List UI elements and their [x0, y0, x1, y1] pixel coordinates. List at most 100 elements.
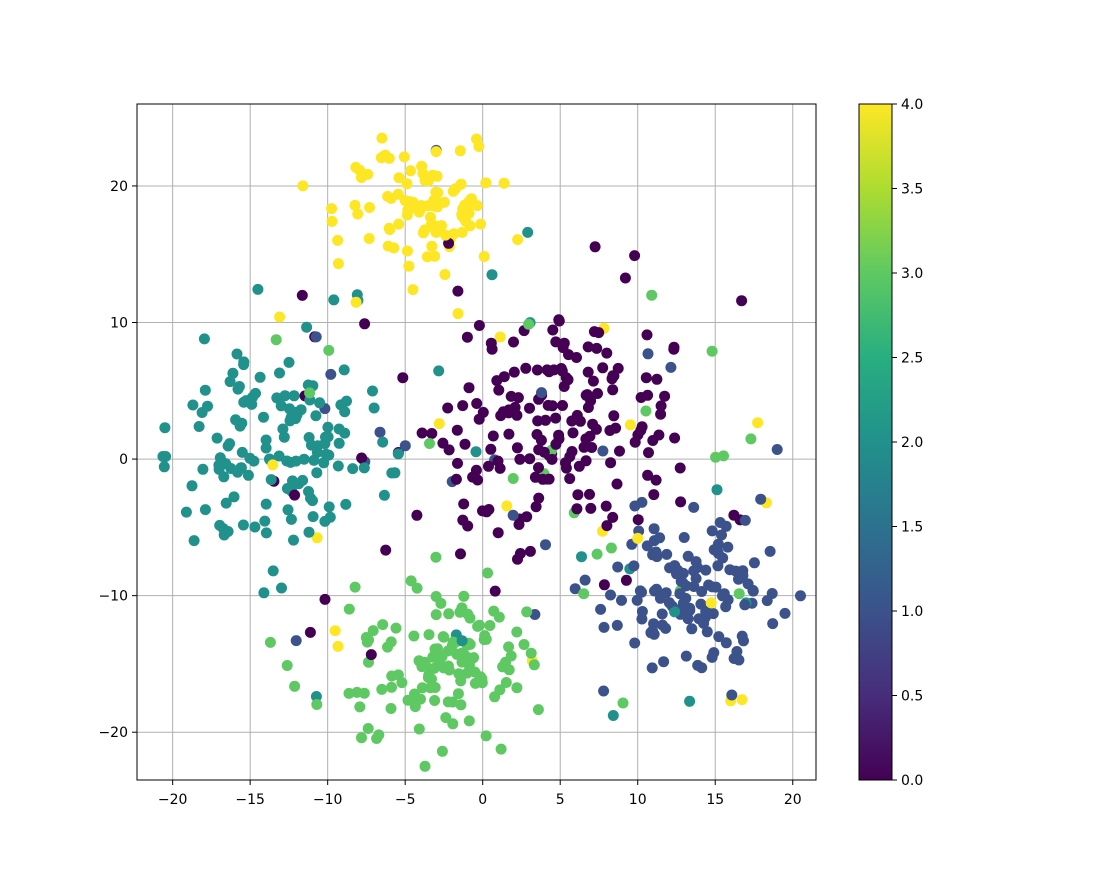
- scatter-point: [530, 501, 542, 513]
- scatter-point: [304, 626, 316, 638]
- scatter-point: [158, 461, 170, 473]
- scatter-point: [646, 662, 658, 674]
- scatter-point: [619, 272, 631, 284]
- scatter-point: [470, 464, 482, 476]
- scatter-point: [655, 400, 667, 412]
- scatter-point: [354, 701, 366, 713]
- scatter-point: [501, 500, 513, 512]
- scatter-point: [304, 387, 316, 399]
- scatter-point: [677, 597, 689, 609]
- scatter-point: [605, 542, 617, 554]
- scatter-point: [712, 560, 724, 572]
- scatter-point: [438, 196, 450, 208]
- scatter-point: [432, 643, 443, 655]
- scatter-point: [455, 675, 467, 687]
- scatter-point: [359, 318, 371, 330]
- scatter-point: [764, 545, 776, 557]
- scatter-point: [401, 178, 413, 190]
- scatter-point: [332, 460, 344, 472]
- scatter-point: [403, 260, 415, 272]
- scatter-point: [411, 509, 423, 521]
- scatter-point: [505, 390, 517, 402]
- scatter-point: [248, 455, 260, 467]
- scatter-point: [407, 284, 419, 296]
- scatter-point: [580, 433, 592, 445]
- colorbar-tick-label: 2.0: [901, 435, 923, 451]
- scatter-point: [274, 367, 285, 379]
- scatter-point: [399, 440, 411, 452]
- scatter-point: [252, 283, 264, 295]
- scatter-point: [706, 345, 718, 357]
- scatter-point: [440, 229, 451, 241]
- scatter-point: [665, 361, 677, 373]
- colorbar-tick-label: 1.0: [901, 604, 923, 620]
- scatter-point: [755, 493, 767, 505]
- scatter-point: [537, 473, 549, 485]
- scatter-point: [656, 608, 668, 620]
- colorbar-tick-label: 4.0: [901, 97, 923, 113]
- scatter-point: [654, 532, 666, 544]
- scatter-point: [197, 463, 209, 475]
- scatter-point: [720, 520, 732, 532]
- scatter-point: [451, 424, 463, 436]
- scatter-point: [661, 548, 673, 560]
- scatter-point: [542, 399, 554, 411]
- scatter-point: [270, 334, 282, 346]
- scatter-point: [332, 258, 344, 270]
- scatter-point: [242, 469, 254, 481]
- scatter-point: [459, 438, 471, 450]
- scatter-point: [761, 595, 773, 607]
- scatter-point: [710, 581, 722, 593]
- scatter-point: [463, 715, 475, 727]
- scatter-point: [383, 152, 395, 164]
- scatter-point: [491, 375, 503, 387]
- scatter-point: [486, 269, 498, 281]
- scatter-point: [376, 132, 388, 144]
- scatter-point: [423, 669, 435, 681]
- scatter-point: [607, 710, 619, 721]
- scatter-point: [365, 649, 377, 661]
- scatter-point: [352, 208, 364, 220]
- scatter-point: [684, 695, 696, 707]
- scatter-point: [478, 251, 490, 262]
- scatter-point: [601, 347, 613, 359]
- scatter-point: [443, 608, 455, 620]
- scatter-point: [669, 432, 681, 444]
- scatter-point: [452, 285, 464, 297]
- scatter-point: [361, 636, 373, 648]
- scatter-point: [631, 594, 643, 606]
- scatter-point: [620, 574, 632, 586]
- scatter-point: [322, 421, 334, 433]
- scatter-point: [701, 626, 713, 638]
- x-tick-label: −15: [235, 792, 265, 808]
- scatter-point: [587, 418, 599, 430]
- scatter-point: [472, 620, 484, 632]
- scatter-point: [458, 590, 470, 602]
- scatter-point: [298, 453, 310, 465]
- scatter-point: [356, 732, 367, 744]
- scatter-point: [675, 496, 687, 508]
- scatter-point: [463, 382, 475, 394]
- scatter-point: [469, 677, 481, 689]
- scatter-point: [456, 602, 468, 614]
- scatter-point: [550, 438, 562, 450]
- scatter-point: [578, 588, 590, 600]
- scatter-point: [303, 526, 315, 538]
- scatter-point: [375, 152, 387, 164]
- scatter-point: [463, 196, 475, 208]
- scatter-point: [413, 723, 425, 735]
- scatter-point: [462, 520, 474, 532]
- scatter-point: [533, 462, 544, 474]
- colorbar-tick-label: 3.5: [901, 182, 923, 198]
- scatter-point: [739, 599, 751, 611]
- scatter-point: [598, 579, 610, 591]
- scatter-point: [720, 601, 732, 613]
- scatter-point: [578, 441, 590, 453]
- scatter-point: [503, 641, 515, 653]
- scatter-points: [157, 132, 806, 772]
- scatter-point: [423, 629, 435, 641]
- scatter-point: [393, 172, 405, 184]
- scatter-point: [485, 337, 497, 349]
- scatter-point: [341, 395, 352, 407]
- scatter-point: [595, 603, 607, 615]
